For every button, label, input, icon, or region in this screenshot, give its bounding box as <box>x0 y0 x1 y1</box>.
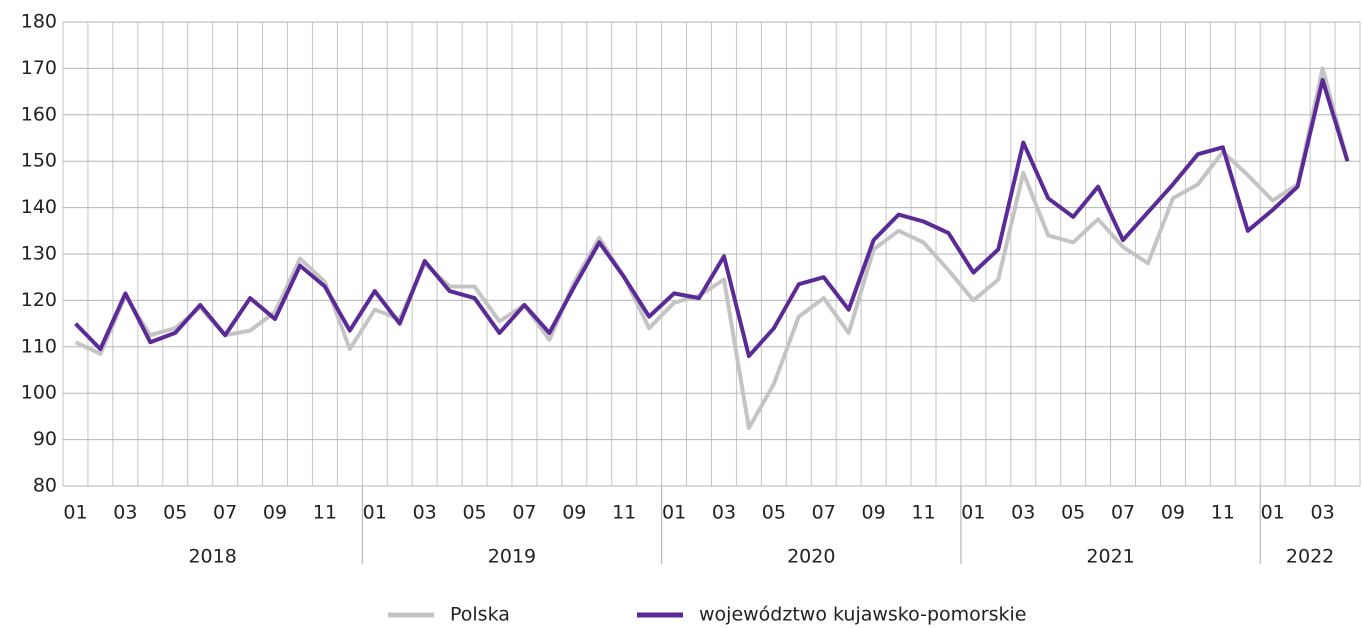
year-label: 2020 <box>787 546 835 568</box>
x-tick-label: 09 <box>562 502 586 524</box>
x-tick-label: 03 <box>712 502 736 524</box>
x-tick-label: 01 <box>63 502 87 524</box>
legend-label: województwo kujawsko-pomorskie <box>699 604 1026 626</box>
x-tick-label: 07 <box>812 502 836 524</box>
year-label: 2022 <box>1286 546 1334 568</box>
x-tick-label: 07 <box>1111 502 1135 524</box>
x-tick-label: 05 <box>163 502 187 524</box>
x-tick-label: 01 <box>961 502 985 524</box>
x-tick-label: 11 <box>1211 502 1235 524</box>
x-tick-label: 01 <box>662 502 686 524</box>
legend-label: Polska <box>450 604 510 626</box>
series-line <box>74 66 1350 430</box>
y-tick-label: 180 <box>21 11 57 33</box>
y-tick-label: 160 <box>21 103 57 125</box>
y-tick-label: 90 <box>33 428 57 450</box>
x-tick-label: 01 <box>1261 502 1285 524</box>
x-tick-label: 01 <box>363 502 387 524</box>
y-tick-label: 80 <box>33 475 57 497</box>
y-tick-label: 110 <box>21 335 57 357</box>
x-tick-label: 05 <box>1061 502 1085 524</box>
x-tick-label: 05 <box>762 502 786 524</box>
x-tick-label: 11 <box>612 502 636 524</box>
y-tick-label: 150 <box>21 150 57 172</box>
y-tick-label: 100 <box>21 382 57 404</box>
x-tick-label: 07 <box>213 502 237 524</box>
x-tick-label: 03 <box>1310 502 1334 524</box>
y-tick-label: 140 <box>21 196 57 218</box>
x-tick-label: 03 <box>113 502 137 524</box>
x-tick-label: 05 <box>462 502 486 524</box>
year-label: 2019 <box>488 546 536 568</box>
year-label: 2018 <box>188 546 236 568</box>
x-tick-label: 11 <box>911 502 935 524</box>
year-label: 2021 <box>1086 546 1134 568</box>
x-tick-label: 09 <box>862 502 886 524</box>
x-tick-label: 03 <box>413 502 437 524</box>
y-tick-label: 120 <box>21 289 57 311</box>
x-tick-label: 03 <box>1011 502 1035 524</box>
x-tick-label: 07 <box>512 502 536 524</box>
x-tick-label: 11 <box>313 502 337 524</box>
y-tick-label: 130 <box>21 243 57 265</box>
x-tick-label: 09 <box>1161 502 1185 524</box>
x-tick-label: 09 <box>263 502 287 524</box>
series-line <box>74 78 1350 359</box>
y-tick-label: 170 <box>21 57 57 79</box>
